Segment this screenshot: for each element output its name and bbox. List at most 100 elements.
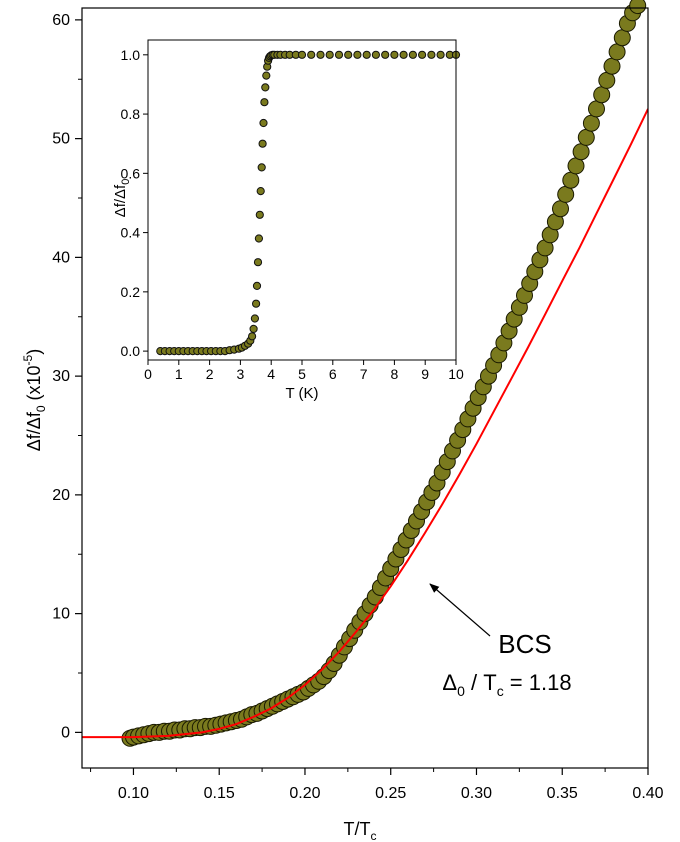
inset-y-tick-label: 0.0 (121, 343, 141, 359)
inset-data-points (156, 50, 461, 356)
inset-data-point (256, 187, 265, 196)
inset-x-axis-label: T (K) (285, 385, 318, 402)
inset-y-tick-label: 0.6 (121, 165, 141, 181)
main-y-tick-label: 50 (52, 131, 70, 148)
inset-data-point (259, 118, 268, 128)
inset-y-tick-label: 0.8 (121, 106, 141, 122)
main-x-tick-label: 0.25 (375, 785, 406, 802)
inset-y-axis-label: Δf/Δf0 (112, 179, 132, 218)
inset-data-point (408, 50, 417, 59)
inset-chart: 0 1 2 3 4 5 6 7 8 9 10 0.0 0.2 0.4 0.6 0.8 1.0 T (K) Δf… (112, 39, 464, 402)
inset-data-point (254, 234, 263, 243)
main-y-tick-label: 40 (52, 249, 70, 266)
main-data-point (562, 171, 580, 189)
inset-data-point (427, 50, 436, 59)
inset-data-point (260, 98, 269, 107)
inset-x-tick-label: 10 (448, 366, 464, 382)
bcs-fit-curve-group (82, 108, 648, 739)
main-y-axis-label-unit: (x10 (24, 365, 44, 405)
inset-x-tick-label: 8 (391, 366, 399, 382)
inset-data-point (252, 281, 262, 290)
bcs-annotation-label: BCS (498, 629, 551, 659)
inset-data-point (436, 50, 445, 59)
inset-y-tick-label: 0.2 (121, 284, 141, 300)
inset-data-point (252, 299, 261, 308)
inset-y-axis-label-sub: 0 (120, 179, 132, 185)
inset-background (148, 40, 456, 360)
main-chart: 0.10 0.15 0.20 0.25 0.30 0.35 0.40 01020304050… (21, 0, 664, 842)
inset-x-tick-label: 0 (144, 366, 152, 382)
main-y-tick-label: 60 (52, 12, 70, 29)
main-y-axis-label: Δf/Δf0 (x10-5) (21, 349, 48, 451)
inset-data-point (353, 50, 362, 59)
main-x-tick-label: 0.30 (461, 785, 492, 802)
main-x-tick-label: 0.10 (118, 785, 149, 802)
main-data-point (593, 86, 611, 104)
inset-data-point (381, 50, 390, 59)
gap-symbol-sub: 0 (457, 683, 465, 699)
main-x-axis-label-main: T/T (344, 819, 371, 839)
inset-data-point (248, 332, 257, 341)
gap-ratio-value: = 1.18 (504, 670, 572, 695)
main-data-point (557, 185, 575, 203)
annotation-arrow (429, 583, 491, 637)
main-x-axis-label-sub: c (371, 829, 377, 842)
inset-data-point (371, 50, 380, 59)
main-data-point (608, 43, 626, 61)
inset-x-tick-label: 6 (329, 366, 337, 382)
inset-data-point (250, 314, 259, 323)
gap-ratio-sub2: c (497, 683, 504, 699)
main-x-tick-label: 0.35 (547, 785, 578, 802)
main-y-axis-label-close: ) (24, 349, 44, 355)
inset-x-tick-label: 5 (298, 366, 306, 382)
main-data-points (121, 0, 647, 747)
main-x-tick-label: 0.15 (204, 785, 235, 802)
bcs-fit-curve (82, 108, 648, 739)
main-x-axis-ticks: 0.10 0.15 0.20 0.25 0.30 0.35 0.40 (90, 768, 664, 802)
main-data-point (552, 200, 569, 218)
inset-x-tick-label: 7 (360, 366, 368, 382)
inset-data-point (249, 324, 258, 333)
inset-data-point (344, 50, 353, 59)
inset-data-point (362, 50, 371, 59)
main-data-point (582, 114, 600, 132)
inset-data-point (334, 50, 344, 59)
inset-data-point (258, 139, 267, 148)
main-data-point (613, 29, 631, 47)
main-data-point (588, 100, 605, 118)
main-data-point (567, 157, 585, 175)
main-plot-border (81, 7, 649, 769)
inset-data-point (307, 50, 316, 59)
inset-x-tick-label: 2 (206, 366, 214, 382)
inset-x-tick-label: 3 (237, 366, 245, 382)
main-x-tick-label: 0.20 (289, 785, 320, 802)
inset-x-tick-label: 1 (175, 366, 183, 382)
main-data-point (598, 71, 616, 89)
inset-data-point (255, 210, 264, 219)
inset-data-point (390, 50, 399, 59)
inset-data-point (316, 50, 325, 59)
inset-y-tick-label: 0.4 (121, 225, 141, 241)
inset-data-point (399, 50, 408, 59)
main-y-axis-label-main: Δf/Δf (24, 411, 44, 451)
inset-y-axis-ticks: 0.0 0.2 0.4 0.6 0.8 1.0 (121, 47, 148, 359)
inset-data-point (418, 50, 427, 59)
inset-data-point (325, 50, 334, 59)
inset-data-point (297, 50, 307, 59)
main-plot-frame (81, 7, 649, 769)
main-data-point (572, 143, 590, 161)
main-data-point (629, 0, 647, 15)
inset-y-axis-label-main: Δf/Δf (112, 184, 129, 217)
inset-data-point (262, 71, 271, 80)
main-y-tick-label: 10 (52, 606, 70, 623)
main-data-point (603, 57, 621, 75)
main-y-tick-label: 0 (61, 724, 70, 741)
main-x-tick-label: 0.40 (632, 785, 663, 802)
inset-y-tick-label: 1.0 (121, 47, 141, 63)
main-y-axis-label-sup: -5 (21, 354, 35, 365)
main-y-axis-ticks: 0 10 20 30 40 50 60 (52, 12, 82, 741)
gap-ratio-mid: / T (465, 670, 497, 695)
main-y-tick-label: 20 (52, 487, 70, 504)
bcs-gap-ratio-label: Δ0 / Tc = 1.18 (442, 670, 571, 699)
